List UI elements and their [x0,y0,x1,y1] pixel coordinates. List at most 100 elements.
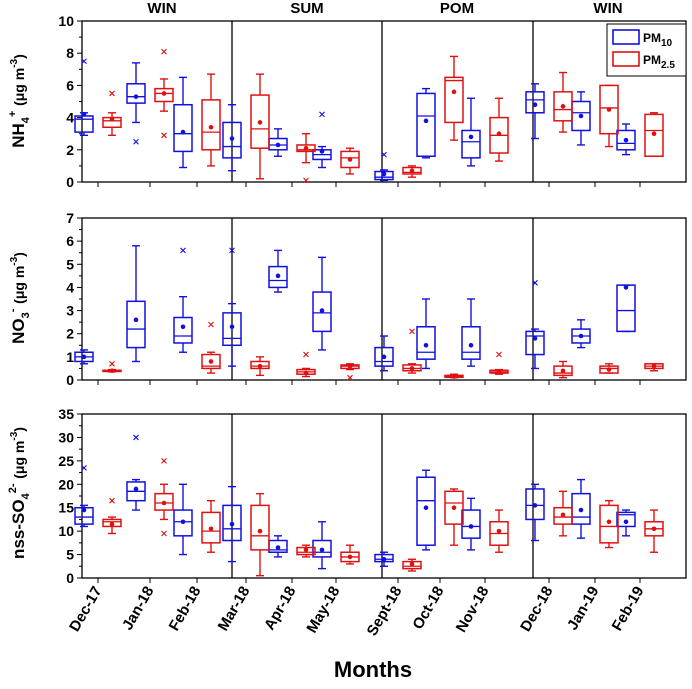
box-iqr-so4-pm10-oct-18 [416,476,436,546]
mean-point-nh4-pm10-dec-18 [532,102,538,108]
mean-point-nh4-pm10-dec-17 [81,112,87,117]
box-so4-pm2-5-dec-17 [102,497,122,535]
box-iqr-nh4-pm2-5-jan-18 [154,87,174,103]
box-iqr-no3-pm10-sept-18 [374,346,394,367]
box-no3-pm10-nov-18 [461,298,481,367]
mean-point-so4-pm10-sept-18 [381,556,387,562]
box-no3-pm10-jan-18 [126,245,146,363]
box-so4-pm2-5-sept-18 [402,558,422,572]
box-nh4-pm10-dec-17 [74,58,94,137]
box-nh4-pm2-5-dec-18 [553,71,573,133]
box-so4-pm2-5-may-18 [340,544,360,565]
mean-point-nh4-pm2-5-mar-18 [257,120,263,125]
box-iqr-no3-pm2-5-mar-18 [250,360,270,370]
box-nh4-pm2-5-mar-18 [250,73,270,180]
box-iqr-no3-pm10-feb-19 [616,284,636,333]
box-so4-pm10-feb-18 [173,483,193,556]
x-tick-label-dec-18: Dec-18 [517,584,556,635]
y-tick-label-so4-4: 20 [58,476,74,492]
mean-point-nh4-pm10-sept-18 [381,171,387,177]
box-iqr-nh4-pm2-5-oct-18 [444,76,464,124]
mean-point-no3-pm10-sept-18 [381,354,387,360]
box-no3-pm2-5-dec-17 [102,360,122,374]
outlier-so4-pm10-jan-18-0 [133,434,139,441]
mean-point-so4-pm10-nov-18 [468,524,474,529]
mean-point-nh4-pm10-oct-18 [423,118,429,124]
mean-point-so4-pm2-5-dec-17 [109,521,115,527]
box-nh4-pm10-mar-18 [222,104,242,172]
mean-point-nh4-pm10-apr-18 [275,142,281,148]
box-so4-pm2-5-feb-19 [644,509,664,553]
mean-point-no3-pm10-mar-18 [229,324,235,330]
box-nh4-pm2-5-jan-19 [599,84,619,148]
outlier-so4-pm10-dec-17-0 [81,464,87,471]
mean-point-nh4-pm2-5-feb-19 [651,131,657,136]
mean-point-no3-pm2-5-dec-17 [109,368,115,374]
panel-no3: 0 1 2 3 4 5 6 7 [66,210,687,388]
legend-label-pm25: PM2.5 [643,53,675,71]
x-tick-labels: Dec-17 Jan-18 Feb-18 Mar-18 Apr-18 May-18 Sept… [66,584,647,639]
mean-point-nh4-pm2-5-apr-18 [303,145,309,151]
mean-point-nh4-pm10-mar-18 [229,136,235,141]
mean-point-no3-pm10-apr-18 [275,273,281,279]
box-iqr-no3-pm10-oct-18 [416,326,436,360]
mean-point-no3-pm2-5-mar-18 [257,363,263,369]
outlier-no3-pm2-5-feb-18-0 [208,321,214,328]
outlier-nh4-pm2-5-jan-18-0 [161,48,167,55]
box-iqr-so4-pm10-feb-18 [173,509,193,537]
box-iqr-nh4-pm2-5-mar-18 [250,94,270,149]
y-tick-label-nh4-2: 4 [66,110,74,126]
mean-point-so4-pm2-5-oct-18 [451,505,457,511]
mean-point-no3-pm10-jan-18 [133,317,139,323]
box-so4-pm2-5-jan-19 [599,499,619,549]
mean-point-no3-pm10-dec-17 [81,354,87,360]
box-nh4-pm10-apr-18 [268,128,288,157]
box-so4-pm10-sept-18 [374,551,394,567]
box-iqr-nh4-pm2-5-dec-18 [553,91,573,122]
outlier-no3-pm2-5-may-18-0 [347,374,353,381]
ylabel-nh4: NH4+ (μg m-3) [7,54,32,148]
x-tick-label-jan-18: Jan-18 [119,584,157,634]
mean-point-nh4-pm10-feb-18 [180,129,186,135]
mean-point-no3-pm10-feb-19 [623,285,629,290]
y-tick-label-nh4-1: 2 [66,142,74,158]
box-iqr-so4-pm2-5-jan-19 [599,504,619,544]
x-tick-label-oct-18: Oct-18 [409,584,447,633]
mean-point-so4-pm2-5-dec-18 [560,512,566,518]
box-iqr-nh4-pm10-sept-18 [374,170,394,181]
legend-label-pm10: PM10 [643,31,673,49]
mean-point-so4-pm10-feb-19 [623,519,629,525]
box-so4-pm10-nov-18 [461,497,481,551]
mean-point-so4-pm2-5-may-18 [347,554,353,560]
x-tick-label-may-18: May-18 [303,584,343,637]
box-iqr-so4-pm10-nov-18 [461,509,481,539]
legend-swatch-pm25 [612,51,640,67]
box-nh4-pm10-sept-18 [374,151,394,182]
mean-point-so4-pm10-mar-18 [229,521,235,527]
box-no3-pm10-may-18 [312,256,332,351]
box-no3-pm10-apr-18 [268,249,288,293]
box-iqr-nh4-pm10-feb-18 [173,103,193,153]
mean-point-so4-pm10-feb-18 [180,519,186,525]
box-so4-pm2-5-jan-18 [154,457,174,537]
box-no3-pm2-5-sept-18 [402,328,422,374]
box-so4-pm2-5-feb-18 [201,499,221,553]
box-nh4-pm2-5-dec-17 [102,90,122,137]
panel-nh4: 0 2 4 6 8 10 [58,13,687,190]
box-no3-pm10-dec-18 [525,279,545,370]
box-no3-pm2-5-nov-18 [489,351,509,375]
outlier-so4-pm2-5-jan-18-1 [161,530,167,537]
y-tick-label-no3-2: 2 [66,326,74,342]
y-tick-label-so4-5: 25 [58,453,74,469]
outlier-no3-pm2-5-apr-18-0 [303,351,309,358]
mean-point-no3-pm10-dec-18 [532,336,538,341]
mean-point-so4-pm10-oct-18 [423,505,429,511]
mean-point-so4-pm2-5-sept-18 [409,561,415,567]
mean-point-nh4-pm2-5-sept-18 [409,168,415,174]
mean-point-no3-pm2-5-jan-19 [606,367,612,372]
mean-point-nh4-pm2-5-jan-19 [606,107,612,112]
mean-point-no3-pm2-5-sept-18 [409,366,415,371]
box-iqr-nh4-pm2-5-sept-18 [402,166,422,175]
box-iqr-nh4-pm10-jan-18 [126,83,146,104]
box-iqr-so4-pm2-5-dec-18 [553,506,573,525]
